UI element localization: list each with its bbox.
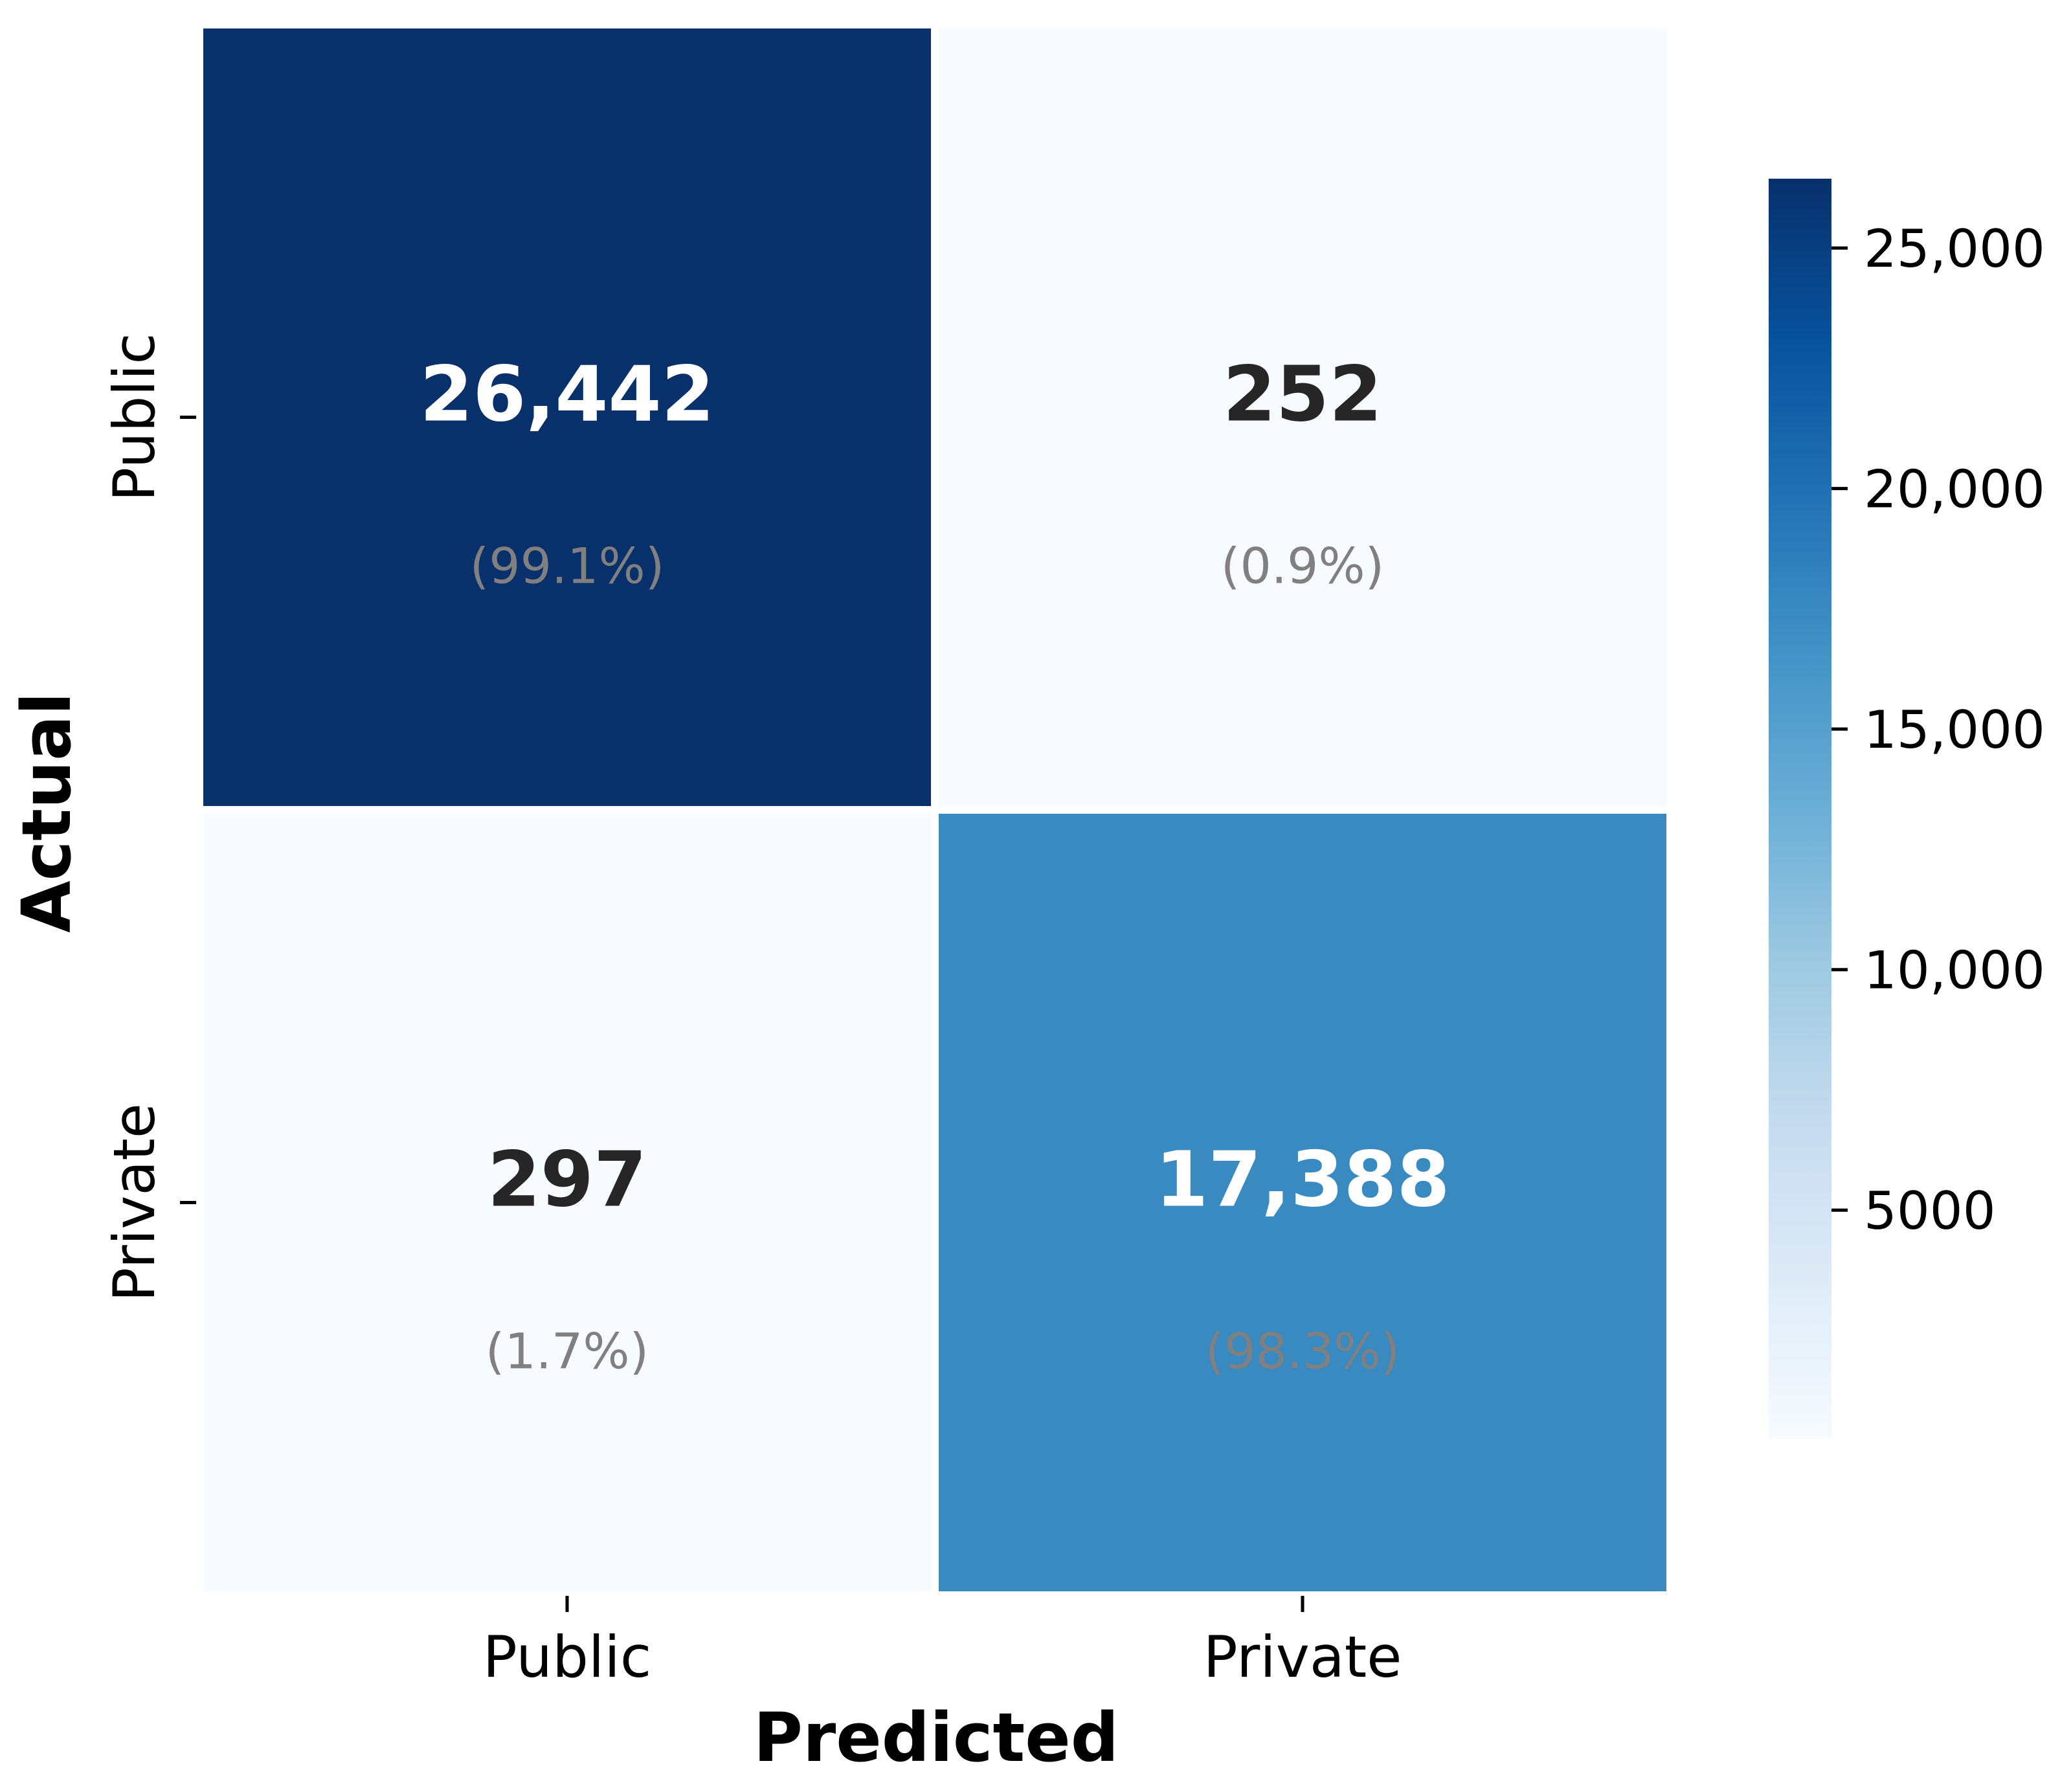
colorbar-tick-label: 25,000 — [1864, 219, 2045, 279]
cell-annotations: 26,442 (99.1%) 252 (0.9%) 297 (1.7%) 17,388 (98… — [420, 350, 1450, 1380]
cell-count-label: 252 — [1223, 350, 1382, 439]
x-tick-label: Public — [483, 1624, 651, 1690]
cell-percent-label: (1.7%) — [486, 1323, 649, 1380]
x-tick-label: Private — [1203, 1624, 1402, 1690]
y-axis-title: Actual — [7, 692, 86, 933]
colorbar: 5000 10,000 15,000 20,000 25,000 — [1769, 179, 2045, 1439]
y-tick-label: Public — [101, 333, 168, 501]
colorbar-tick-label: 5000 — [1864, 1181, 1996, 1241]
cell-actual-private-predicted-public — [196, 806, 939, 1599]
colorbar-tick-label: 15,000 — [1864, 700, 2045, 760]
cell-percent-label: (98.3%) — [1205, 1323, 1400, 1380]
cell-percent-label: (99.1%) — [470, 537, 665, 595]
colorbar-gradient — [1769, 179, 1831, 1439]
cell-percent-label: (0.9%) — [1221, 537, 1384, 595]
colorbar-tick-label: 20,000 — [1864, 460, 2045, 520]
x-axis-title: Predicted — [754, 1698, 1119, 1777]
cell-actual-private-predicted-private — [931, 806, 1674, 1599]
cell-count-label: 17,388 — [1155, 1135, 1450, 1224]
heatmap-cells — [196, 21, 1674, 1599]
cell-actual-public-predicted-public — [196, 21, 939, 814]
cell-count-label: 297 — [487, 1135, 647, 1224]
cell-actual-public-predicted-private — [931, 21, 1674, 814]
y-tick-label: Private — [101, 1103, 168, 1302]
axes: Public Private Public Private — [101, 333, 1402, 1690]
colorbar-tick-label: 10,000 — [1864, 941, 2045, 1001]
cell-count-label: 26,442 — [420, 350, 714, 439]
